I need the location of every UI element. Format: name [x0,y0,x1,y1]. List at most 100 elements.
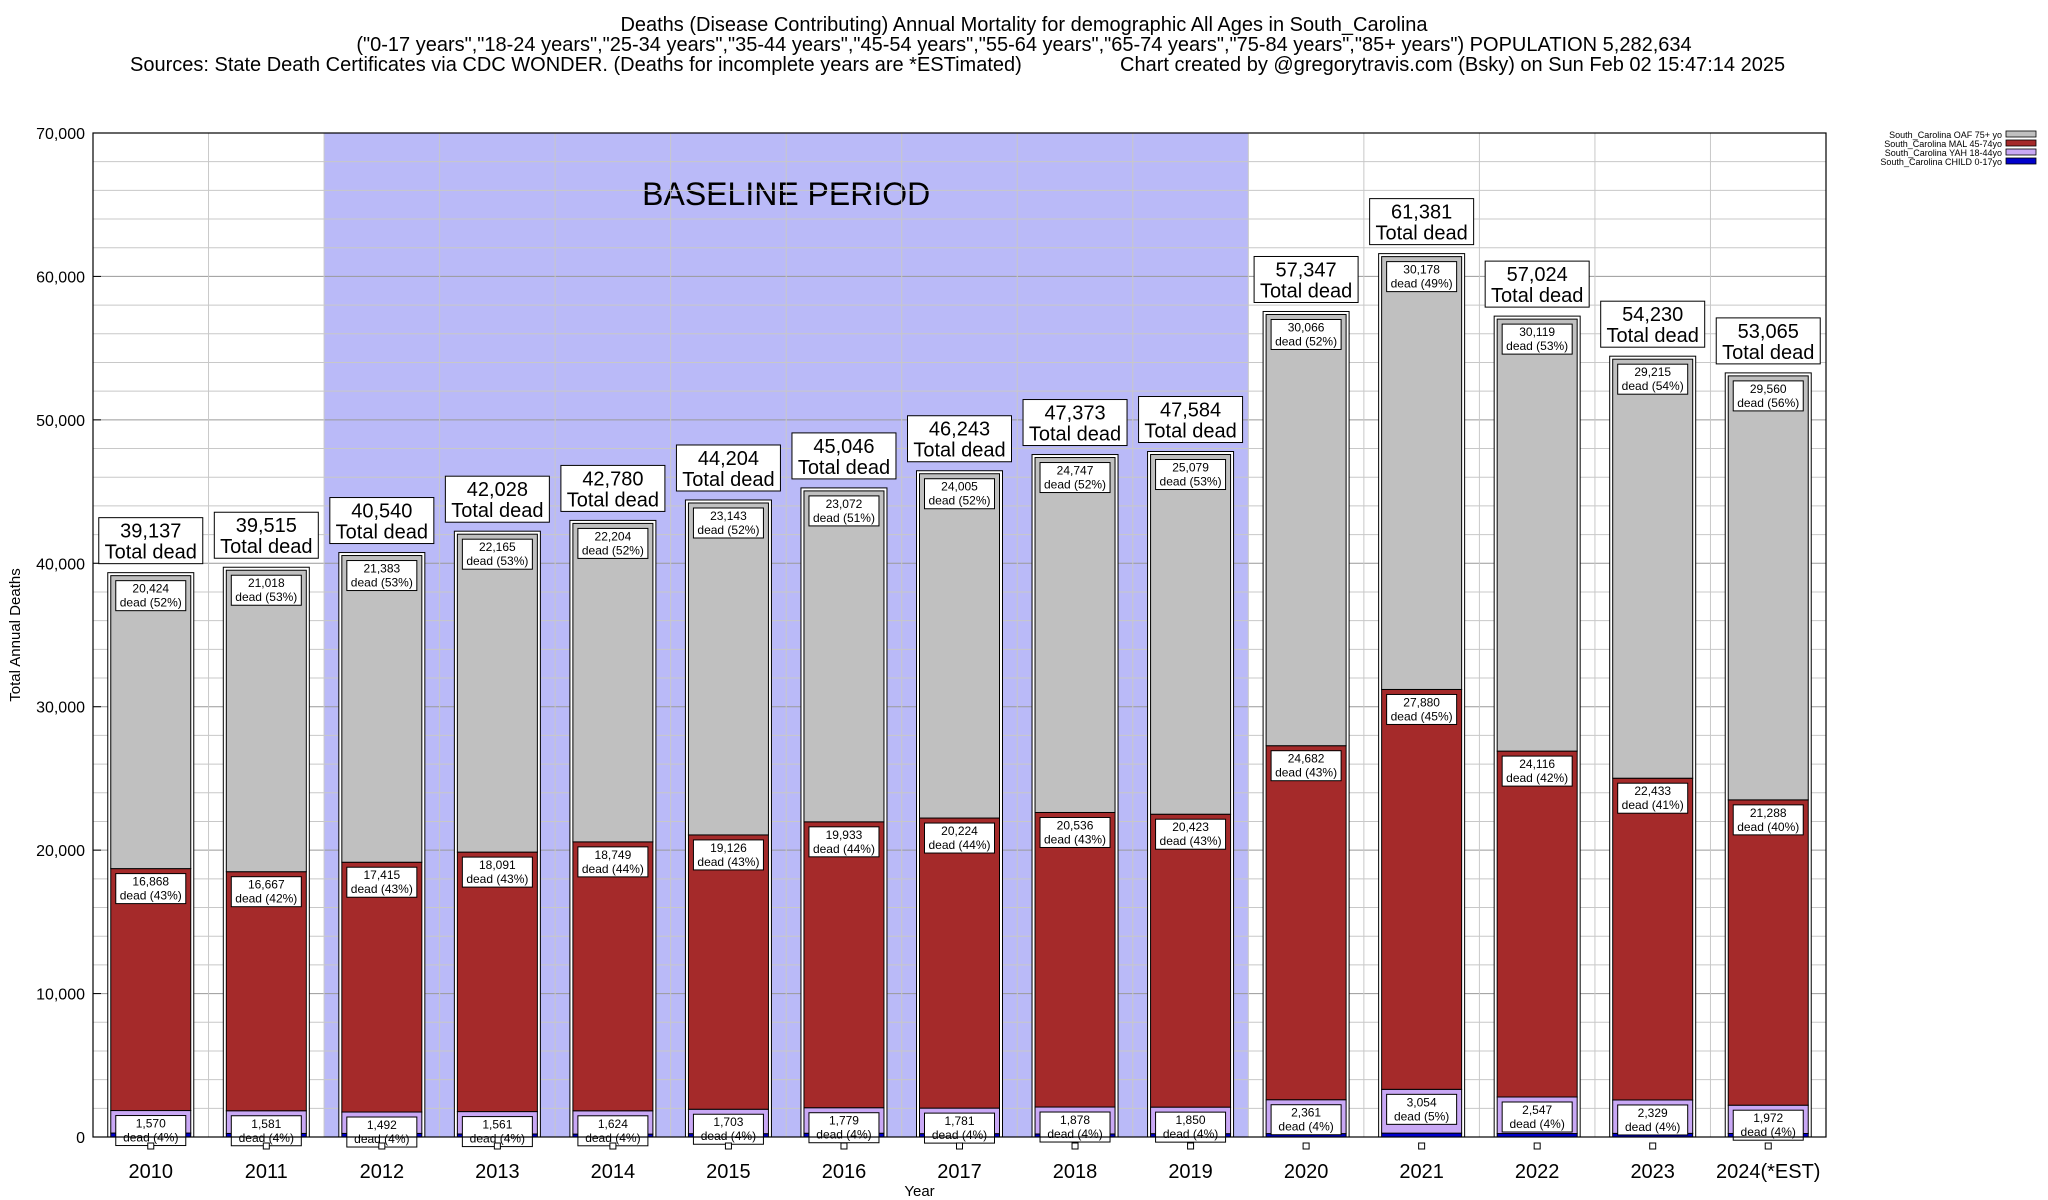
total-label-box [329,497,435,545]
total-suffix-label: Total dead [220,536,312,558]
segment-label-box [1270,1104,1342,1136]
segment-value-label: 24,682 [1288,752,1325,766]
x-tick-label: 2021 [1399,1161,1444,1183]
segment-label-box [1270,318,1342,350]
segment-label-box [1501,323,1573,355]
bar-base-marker [1418,1142,1426,1150]
y-tick-label: 60,000 [36,269,85,286]
bar-segment [687,502,769,836]
bar-segment [1496,750,1578,1098]
segment-label-box [577,1115,649,1147]
segment-label-box [1039,816,1111,848]
segment-value-label: 2,547 [1522,1103,1552,1117]
chart-title: Deaths (Disease Contributing) Annual Mor… [620,14,1428,36]
y-tick-label: 20,000 [36,843,85,860]
segment-percent-label: dead (52%) [120,596,182,610]
total-label-box [1600,300,1706,348]
x-tick-label: 2015 [706,1161,751,1183]
legend-swatch [2005,139,2037,147]
total-value-label: 47,584 [1160,400,1221,422]
segment-percent-label: dead (4%) [1047,1127,1102,1141]
segment-label-box [808,1112,880,1144]
total-label-box [675,444,781,492]
total-label-box [1484,260,1590,308]
bar-segment [456,851,538,1113]
segment-value-label: 1,781 [944,1114,974,1128]
segment-label-box [577,846,649,878]
x-tick-label: 2014 [591,1161,636,1183]
segment-label-box [1386,693,1458,725]
segment-value-label: 1,570 [136,1117,166,1131]
segment-percent-label: dead (4%) [1625,1120,1680,1134]
segment-percent-label: dead (43%) [1275,766,1337,780]
segment-value-label: 2,329 [1638,1106,1668,1120]
segment-value-label: 16,868 [132,875,169,889]
total-label-box [1369,198,1475,246]
legend-label: South_Carolina OAF 75+ yo [1889,130,2002,140]
bar-base-marker [262,1142,270,1150]
bar-segment [1612,777,1694,1101]
legend-label: South_Carolina YAH 18-44yo [1885,148,2002,158]
bar-segment [1496,318,1578,752]
x-tick-label: 2023 [1630,1161,1675,1183]
x-tick-label: 2013 [475,1161,520,1183]
y-tick-label: 50,000 [36,413,85,430]
segment-percent-label: dead (52%) [582,543,644,557]
bar-segment [919,473,1000,819]
bar-segment [803,821,885,1109]
segment-value-label: 1,561 [482,1118,512,1132]
segment-percent-label: dead (53%) [1506,339,1568,353]
segment-value-label: 18,749 [595,848,632,862]
segment-value-label: 1,779 [829,1114,859,1128]
bar-segment [1034,457,1116,813]
x-tick-label: 2022 [1515,1161,1560,1183]
total-label-box [1253,255,1359,303]
x-tick-label: 2011 [245,1161,288,1183]
plot-frame [92,132,1827,1138]
segment-percent-label: dead (43%) [466,872,528,886]
segment-label-box [115,1115,187,1147]
total-label-box [1715,317,1821,365]
total-value-label: 42,780 [582,468,643,490]
segment-label-box [808,826,880,858]
segment-value-label: 25,079 [1172,461,1209,475]
segment-label-box [692,507,764,539]
segment-percent-label: dead (53%) [235,590,297,604]
segment-label-box [346,560,418,592]
legend-swatch [2005,148,2037,156]
segment-label-box [1617,1104,1689,1136]
total-label-box [444,475,550,523]
bar-segment [1381,256,1463,690]
total-value-label: 57,347 [1276,259,1337,281]
chart-sources: Sources: State Death Certificates via CD… [130,54,1022,76]
segment-value-label: 21,288 [1750,806,1787,820]
segment-label-box [1039,462,1111,494]
segment-label-box [577,527,649,559]
bar-segment [1034,811,1116,1108]
total-value-label: 53,065 [1738,321,1799,343]
total-label-box [213,511,319,559]
segment-percent-label: dead (4%) [816,1128,871,1142]
segment-percent-label: dead (53%) [466,554,528,568]
segment-value-label: 20,536 [1057,818,1094,832]
bar-base-marker [1764,1142,1772,1150]
bar-base-marker [1533,1142,1541,1150]
total-suffix-label: Total dead [1029,424,1121,446]
segment-percent-label: dead (44%) [928,838,990,852]
segment-value-label: 3,054 [1407,1095,1437,1109]
segment-percent-label: dead (4%) [585,1131,640,1145]
bar-segment [1381,688,1463,1090]
total-value-label: 39,137 [120,521,181,543]
segment-value-label: 21,383 [363,562,400,576]
y-tick-label: 0 [76,1130,85,1147]
bar-segment [1150,454,1232,815]
bar-segment [572,841,654,1112]
total-suffix-label: Total dead [1260,280,1352,302]
segment-percent-label: dead (43%) [1160,834,1222,848]
total-label-box [791,432,897,480]
segment-value-label: 19,126 [710,841,747,855]
total-suffix-label: Total dead [1607,325,1699,347]
total-label-box [1138,396,1244,444]
segment-percent-label: dead (53%) [351,576,413,590]
total-label-box [1022,399,1128,447]
